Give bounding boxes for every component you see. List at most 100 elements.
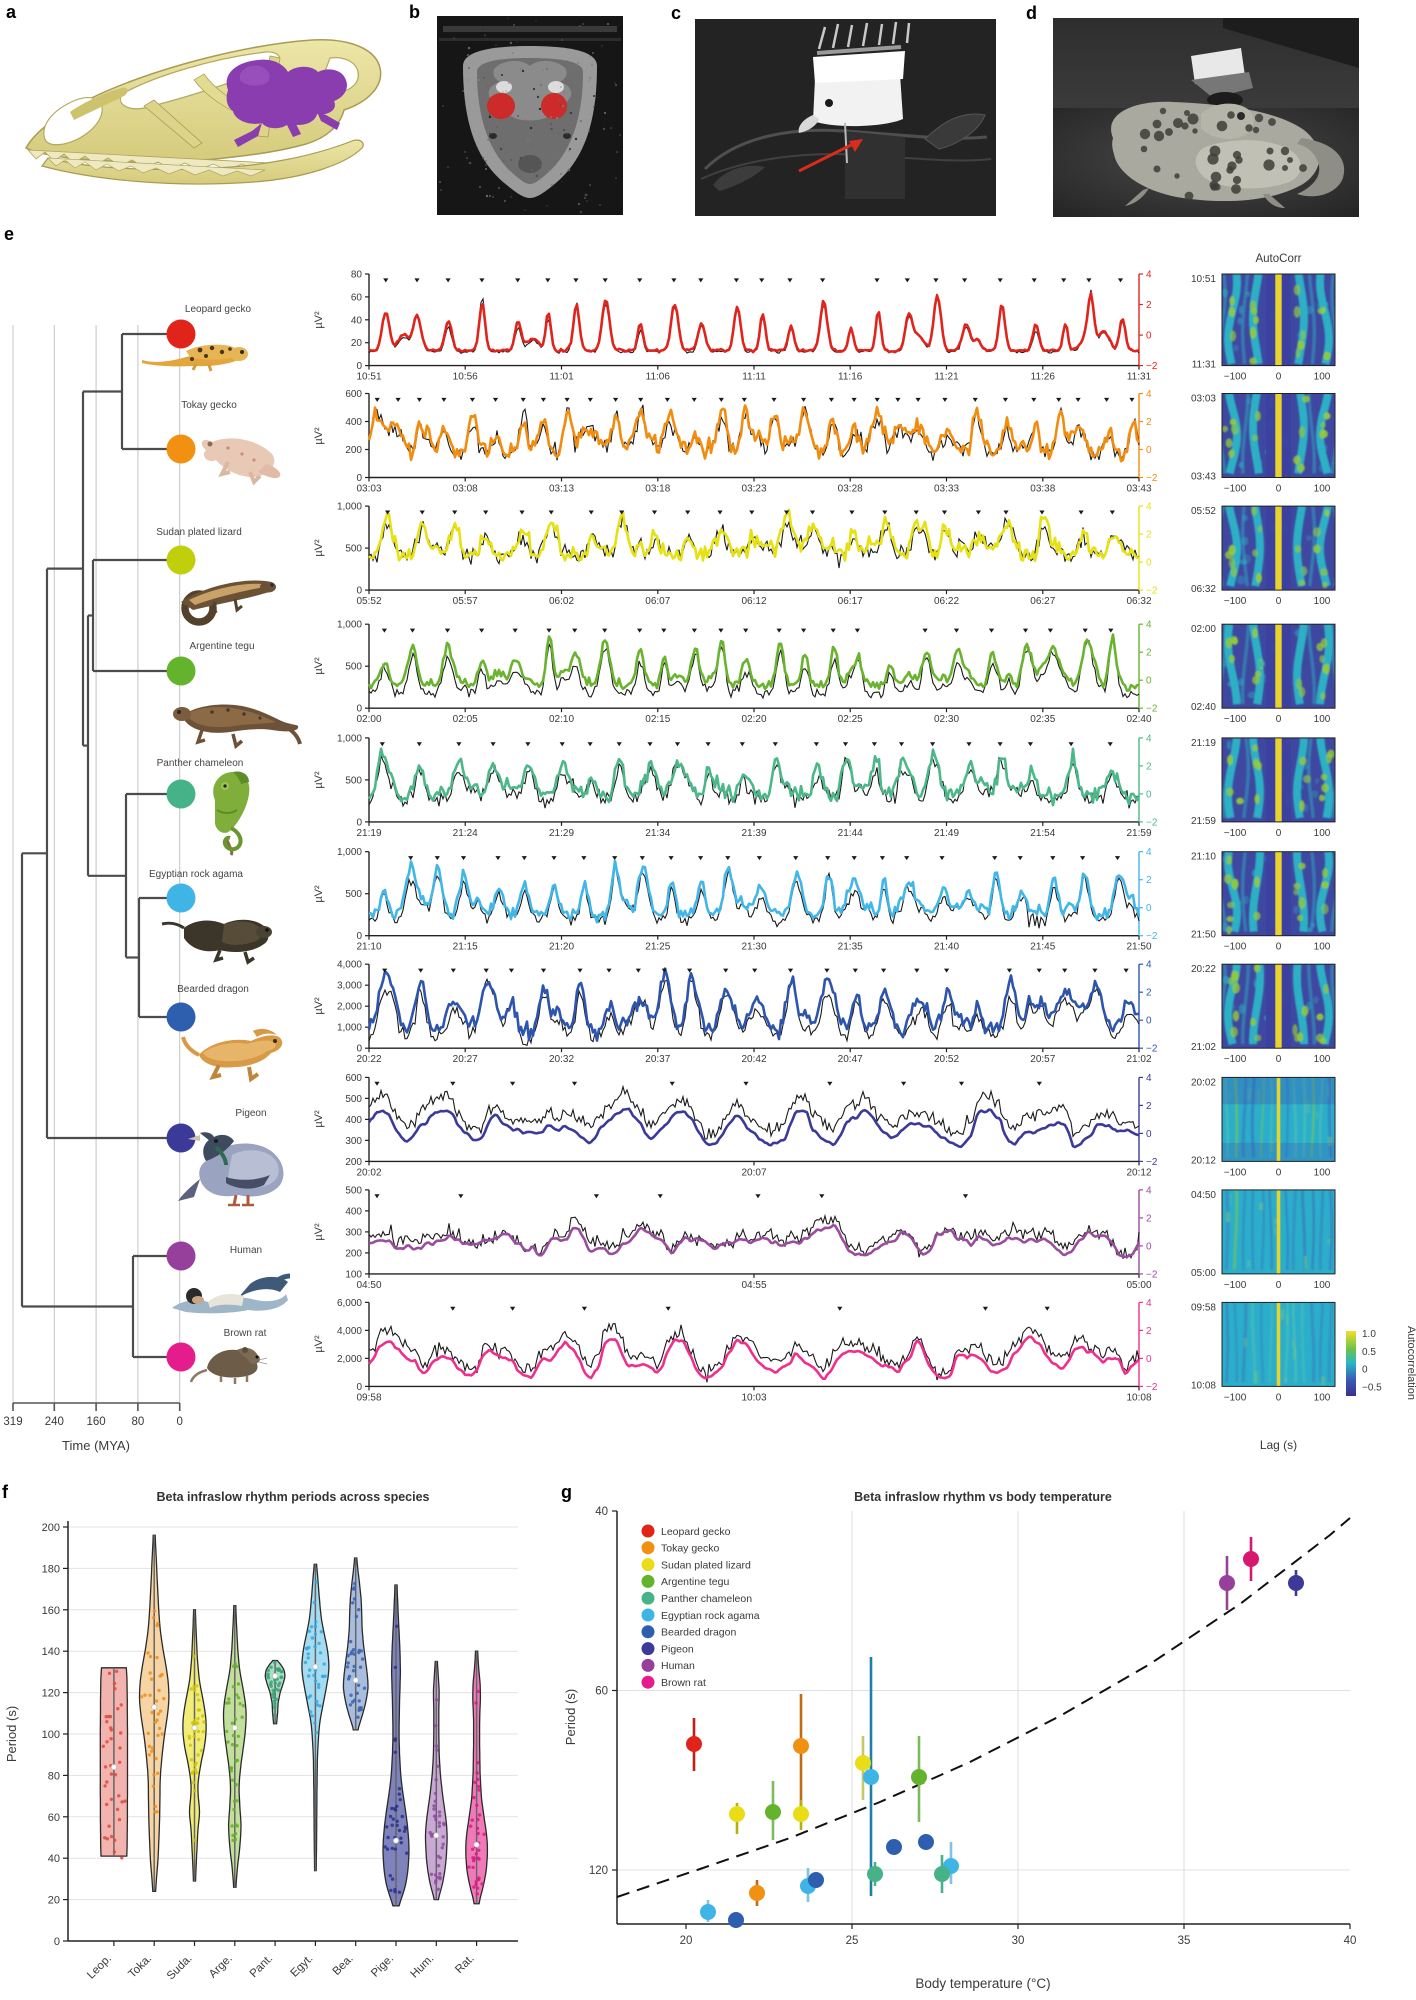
svg-text:−2: −2 [1146, 586, 1158, 597]
svg-text:AutoCorr: AutoCorr [1255, 253, 1301, 265]
svg-text:09:58: 09:58 [1191, 1302, 1216, 1313]
svg-text:100: 100 [1314, 372, 1331, 383]
svg-text:21:40: 21:40 [934, 942, 959, 953]
svg-text:160: 160 [42, 1605, 60, 1617]
svg-text:µV²: µV² [313, 997, 325, 1015]
svg-text:Argentine tegu: Argentine tegu [189, 641, 254, 652]
svg-text:2: 2 [1146, 417, 1152, 428]
svg-text:21:19: 21:19 [1191, 738, 1216, 749]
svg-text:02:40: 02:40 [1126, 714, 1151, 725]
svg-text:200: 200 [345, 1248, 362, 1259]
svg-text:500: 500 [345, 889, 362, 900]
svg-text:80: 80 [48, 1770, 60, 1782]
svg-text:500: 500 [345, 775, 362, 786]
svg-text:20:22: 20:22 [1191, 964, 1216, 975]
svg-text:Brown rat: Brown rat [661, 1677, 706, 1689]
svg-text:02:10: 02:10 [549, 714, 574, 725]
svg-text:2: 2 [1146, 1213, 1152, 1224]
svg-text:240: 240 [45, 1416, 64, 1428]
svg-text:35: 35 [1178, 1935, 1191, 1947]
svg-text:−2: −2 [1146, 931, 1158, 942]
svg-text:400: 400 [345, 1206, 362, 1217]
svg-text:03:38: 03:38 [1030, 484, 1055, 495]
svg-text:Lag (s): Lag (s) [1260, 1438, 1297, 1452]
svg-text:100: 100 [1314, 596, 1331, 607]
svg-text:04:55: 04:55 [741, 1280, 766, 1291]
svg-text:Leopard gecko: Leopard gecko [185, 304, 252, 315]
svg-text:Hum.: Hum. [409, 1953, 437, 1981]
svg-text:−100: −100 [1224, 1167, 1247, 1178]
svg-text:21:45: 21:45 [1030, 942, 1055, 953]
svg-text:10:08: 10:08 [1191, 1380, 1216, 1391]
svg-text:Argentine tegu: Argentine tegu [661, 1576, 729, 1588]
svg-text:20: 20 [351, 338, 363, 349]
svg-text:3,000: 3,000 [337, 981, 362, 992]
svg-text:10:56: 10:56 [453, 372, 478, 383]
svg-text:02:20: 02:20 [741, 714, 766, 725]
svg-text:100: 100 [1314, 714, 1331, 725]
svg-text:0: 0 [356, 1382, 362, 1393]
svg-text:4,000: 4,000 [337, 1326, 362, 1337]
svg-text:400: 400 [345, 417, 362, 428]
svg-text:03:43: 03:43 [1191, 472, 1216, 483]
svg-text:21:34: 21:34 [645, 828, 670, 839]
svg-text:02:25: 02:25 [838, 714, 863, 725]
svg-text:−100: −100 [1224, 484, 1247, 495]
svg-text:Egyt.: Egyt. [288, 1953, 315, 1980]
svg-text:40: 40 [1344, 1935, 1357, 1947]
svg-text:0: 0 [176, 1416, 182, 1428]
svg-text:Brown rat: Brown rat [224, 1328, 267, 1339]
svg-text:03:33: 03:33 [934, 484, 959, 495]
svg-text:140: 140 [42, 1646, 60, 1658]
svg-text:02:30: 02:30 [934, 714, 959, 725]
svg-text:4: 4 [1146, 1073, 1152, 1084]
svg-text:21:59: 21:59 [1126, 828, 1151, 839]
svg-text:0.5: 0.5 [1362, 1347, 1376, 1358]
svg-text:20:32: 20:32 [549, 1054, 574, 1065]
svg-text:60: 60 [48, 1812, 60, 1824]
svg-text:2: 2 [1146, 648, 1152, 659]
svg-text:0: 0 [1276, 714, 1282, 725]
svg-text:500: 500 [345, 662, 362, 673]
svg-text:600: 600 [345, 389, 362, 400]
svg-text:03:23: 03:23 [741, 484, 766, 495]
svg-text:20:52: 20:52 [934, 1054, 959, 1065]
svg-text:200: 200 [345, 445, 362, 456]
svg-text:µV²: µV² [313, 1335, 325, 1353]
svg-text:11:06: 11:06 [646, 372, 671, 383]
svg-text:Suda.: Suda. [165, 1953, 195, 1983]
svg-text:Body temperature (°C): Body temperature (°C) [915, 1976, 1050, 1991]
svg-text:21:24: 21:24 [453, 828, 478, 839]
svg-text:Human: Human [230, 1245, 262, 1256]
svg-text:11:01: 11:01 [549, 372, 574, 383]
svg-text:09:58: 09:58 [356, 1392, 381, 1403]
svg-text:0: 0 [1276, 372, 1282, 383]
svg-text:100: 100 [1314, 484, 1331, 495]
svg-text:µV²: µV² [313, 1110, 325, 1128]
svg-text:03:03: 03:03 [1191, 394, 1216, 405]
svg-text:0: 0 [1146, 445, 1152, 456]
svg-text:4: 4 [1146, 960, 1152, 971]
svg-text:−2: −2 [1146, 704, 1158, 715]
svg-text:µV²: µV² [313, 657, 325, 675]
svg-text:21:35: 21:35 [838, 942, 863, 953]
svg-text:40: 40 [48, 1853, 60, 1865]
svg-text:03:03: 03:03 [356, 484, 381, 495]
svg-text:µV²: µV² [313, 427, 325, 445]
svg-text:Bea.: Bea. [331, 1953, 356, 1978]
svg-text:600: 600 [345, 1073, 362, 1084]
svg-text:1,000: 1,000 [337, 620, 362, 631]
svg-text:21:29: 21:29 [549, 828, 574, 839]
svg-text:0: 0 [1276, 1280, 1282, 1291]
svg-text:Sudan plated lizard: Sudan plated lizard [156, 527, 242, 538]
svg-text:−100: −100 [1224, 1054, 1247, 1065]
svg-text:0: 0 [356, 931, 362, 942]
svg-text:10:08: 10:08 [1126, 1392, 1151, 1403]
svg-text:2: 2 [1146, 988, 1152, 999]
svg-text:0: 0 [1146, 1241, 1152, 1252]
svg-text:11:11: 11:11 [742, 372, 766, 383]
svg-text:05:52: 05:52 [1191, 506, 1216, 517]
svg-text:−2: −2 [1146, 1157, 1158, 1168]
svg-text:2: 2 [1146, 1101, 1152, 1112]
svg-text:40: 40 [595, 1506, 608, 1518]
